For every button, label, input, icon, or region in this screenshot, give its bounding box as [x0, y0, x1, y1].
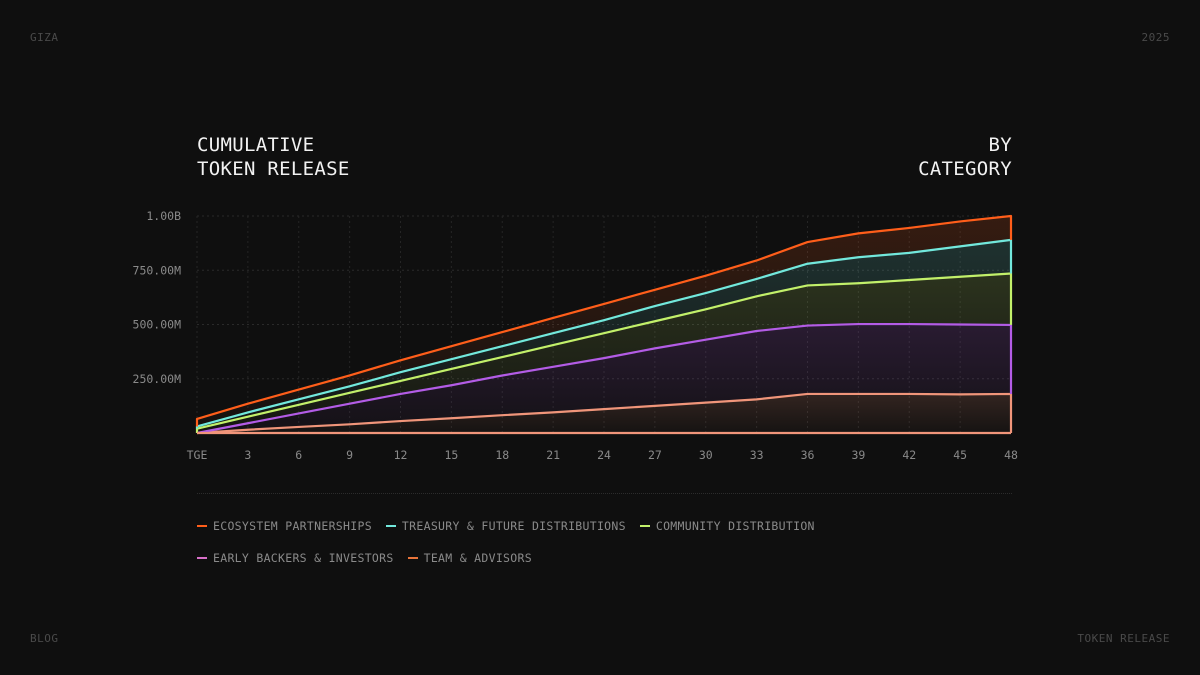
topic-label: TOKEN RELEASE — [1077, 632, 1170, 645]
y-tick-label: 500.00M — [133, 318, 182, 332]
x-tick-label: 42 — [902, 448, 916, 462]
x-tick-label: 24 — [597, 448, 611, 462]
x-tick-label: 36 — [801, 448, 815, 462]
legend-swatch — [639, 525, 650, 527]
chart-title-line: TOKEN RELEASE — [197, 158, 350, 180]
x-tick-label: 30 — [699, 448, 713, 462]
chart-title-line: CUMULATIVE — [197, 134, 315, 156]
y-tick-label: 250.00M — [133, 372, 182, 386]
legend-item: TREASURY & FUTURE DISTRIBUTIONS — [385, 519, 626, 533]
area-ecosystem-partnerships — [197, 216, 1011, 427]
legend-item: EARLY BACKERS & INVESTORS — [197, 551, 394, 565]
year-label: 2025 — [1141, 31, 1170, 44]
legend-swatch — [407, 557, 418, 559]
x-tick-label: 48 — [1004, 448, 1018, 462]
divider — [197, 493, 1012, 494]
x-tick-label: 9 — [346, 448, 353, 462]
series-line-team-advisors — [196, 392, 1013, 435]
y-tick-label: 750.00M — [133, 263, 182, 277]
x-tick-label: 39 — [851, 448, 865, 462]
series-line-ecosystem-partnerships — [195, 214, 1013, 427]
legend-label: EARLY BACKERS & INVESTORS — [213, 551, 394, 565]
y-tick-label: 1.00B — [146, 209, 181, 223]
x-tick-label: 45 — [953, 448, 967, 462]
series-line-community-distribution — [195, 272, 1013, 433]
section-label: BLOG — [30, 632, 59, 645]
x-tick-label: 15 — [444, 448, 458, 462]
x-tick-label: 18 — [495, 448, 509, 462]
area-early-backers-investors — [197, 324, 1011, 433]
legend-row: EARLY BACKERS & INVESTORS TEAM & ADVISORS — [197, 551, 532, 565]
x-tick-label: 12 — [394, 448, 408, 462]
chart-title: CUMULATIVE TOKEN RELEASE — [197, 133, 350, 181]
legend-label: TEAM & ADVISORS — [423, 551, 532, 565]
legend-swatch — [197, 557, 207, 559]
legend-swatch — [385, 525, 396, 527]
x-tick-label: 3 — [244, 448, 251, 462]
legend-item: COMMUNITY DISTRIBUTION — [639, 519, 815, 533]
area-team-advisors — [197, 393, 1011, 433]
x-tick-label: 21 — [546, 448, 560, 462]
x-tick-label: 27 — [648, 448, 662, 462]
x-tick-label: 33 — [750, 448, 764, 462]
legend-label: COMMUNITY DISTRIBUTION — [655, 519, 815, 533]
chart-subtitle: BY CATEGORY — [918, 133, 1012, 181]
area-treasury-future-distributions — [197, 239, 1011, 429]
x-tick-label: 6 — [295, 448, 302, 462]
chart-subtitle-line: CATEGORY — [918, 158, 1012, 180]
legend-label: ECOSYSTEM PARTNERSHIPS — [213, 519, 372, 533]
legend-item: TEAM & ADVISORS — [407, 551, 532, 565]
legend-swatch — [197, 525, 207, 527]
chart-subtitle-line: BY — [988, 134, 1012, 156]
legend-label: TREASURY & FUTURE DISTRIBUTIONS — [401, 519, 626, 533]
legend-row: ECOSYSTEM PARTNERSHIPS TREASURY & FUTURE … — [197, 519, 815, 533]
brand-label: GIZA — [30, 31, 59, 44]
x-tick-label: TGE — [187, 448, 208, 462]
legend-item: ECOSYSTEM PARTNERSHIPS — [197, 519, 372, 533]
series-line-treasury-future-distributions — [195, 238, 1013, 429]
series-line-early-backers-investors — [196, 322, 1013, 435]
